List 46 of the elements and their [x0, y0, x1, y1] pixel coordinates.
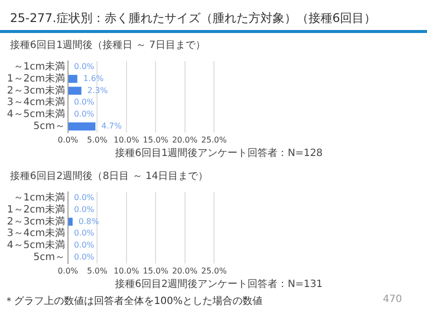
x-tick-label: 0.0% [58, 266, 79, 276]
data-label: 0.0% [74, 252, 95, 262]
y-tick-label: 4～5cm未満 [6, 239, 65, 252]
x-tick-label: 25.0% [201, 266, 228, 276]
x-tick-label: 0.0% [58, 135, 79, 144]
text: 接種6回目2週間後アンケート回答者：N=131 [114, 279, 324, 291]
y-tick-label: ～1cm未満 [13, 60, 65, 73]
data-label: 4.7% [101, 122, 122, 131]
x-tick-label: 20.0% [172, 135, 198, 144]
text: 470 [382, 294, 402, 307]
y-tick-label: 1～2cm未満 [6, 203, 65, 216]
bar [68, 122, 96, 130]
chart-subtitle: 接種6回目1週間後（接種日 ～ 7日目まで） [9, 39, 206, 52]
data-label: 0.0% [74, 98, 95, 107]
chart-title: 接種6回目2週間後（8日目 ～ 14日目まで） [9, 170, 210, 183]
x-tick-label: 10.0% [114, 135, 140, 144]
data-label: 0.0% [74, 110, 95, 119]
data-label: 2.3% [87, 86, 108, 95]
text: ＊グラフ上の数値は回答者全体を100%とした場合の数値 [4, 294, 263, 308]
bar [68, 74, 78, 83]
bar [68, 86, 82, 95]
data-label: 0.0% [74, 228, 95, 238]
y-tick-label: 3～4cm未満 [6, 96, 65, 108]
x-tick-label: 5.0% [87, 135, 108, 144]
data-label: 0.0% [74, 193, 95, 202]
y-tick-label: 4～5cm未満 [6, 108, 65, 120]
text: 接種6回目1週間後アンケート回答者：N=128 [114, 148, 324, 160]
y-tick-label: ～1cm未満 [13, 192, 65, 204]
data-label: 0.8% [78, 216, 100, 226]
chart-title: 25-277.症状別：赤く腫れたサイズ（腫れた方対象）（接種6回目） [9, 10, 377, 27]
x-tick-label: 15.0% [142, 266, 169, 276]
y-tick-label: 2～3cm未満 [6, 84, 65, 96]
data-label: 0.0% [74, 240, 95, 250]
y-tick-label: 5cm～ [33, 252, 65, 264]
x-tick-label: 5.0% [87, 266, 108, 276]
y-tick-label: 1～2cm未満 [6, 72, 65, 84]
y-tick-label: 2～3cm未満 [6, 215, 65, 228]
x-tick-label: 20.0% [172, 266, 198, 276]
x-tick-label: 15.0% [142, 135, 169, 144]
y-tick-label: 3～4cm未満 [6, 227, 65, 240]
x-tick-label: 10.0% [114, 266, 140, 276]
data-label: 0.0% [74, 62, 95, 72]
x-tick-label: 25.0% [201, 135, 228, 144]
data-label: 0.0% [74, 204, 95, 214]
data-label: 1.6% [83, 74, 104, 83]
y-tick-label: 5cm～ [33, 121, 65, 132]
